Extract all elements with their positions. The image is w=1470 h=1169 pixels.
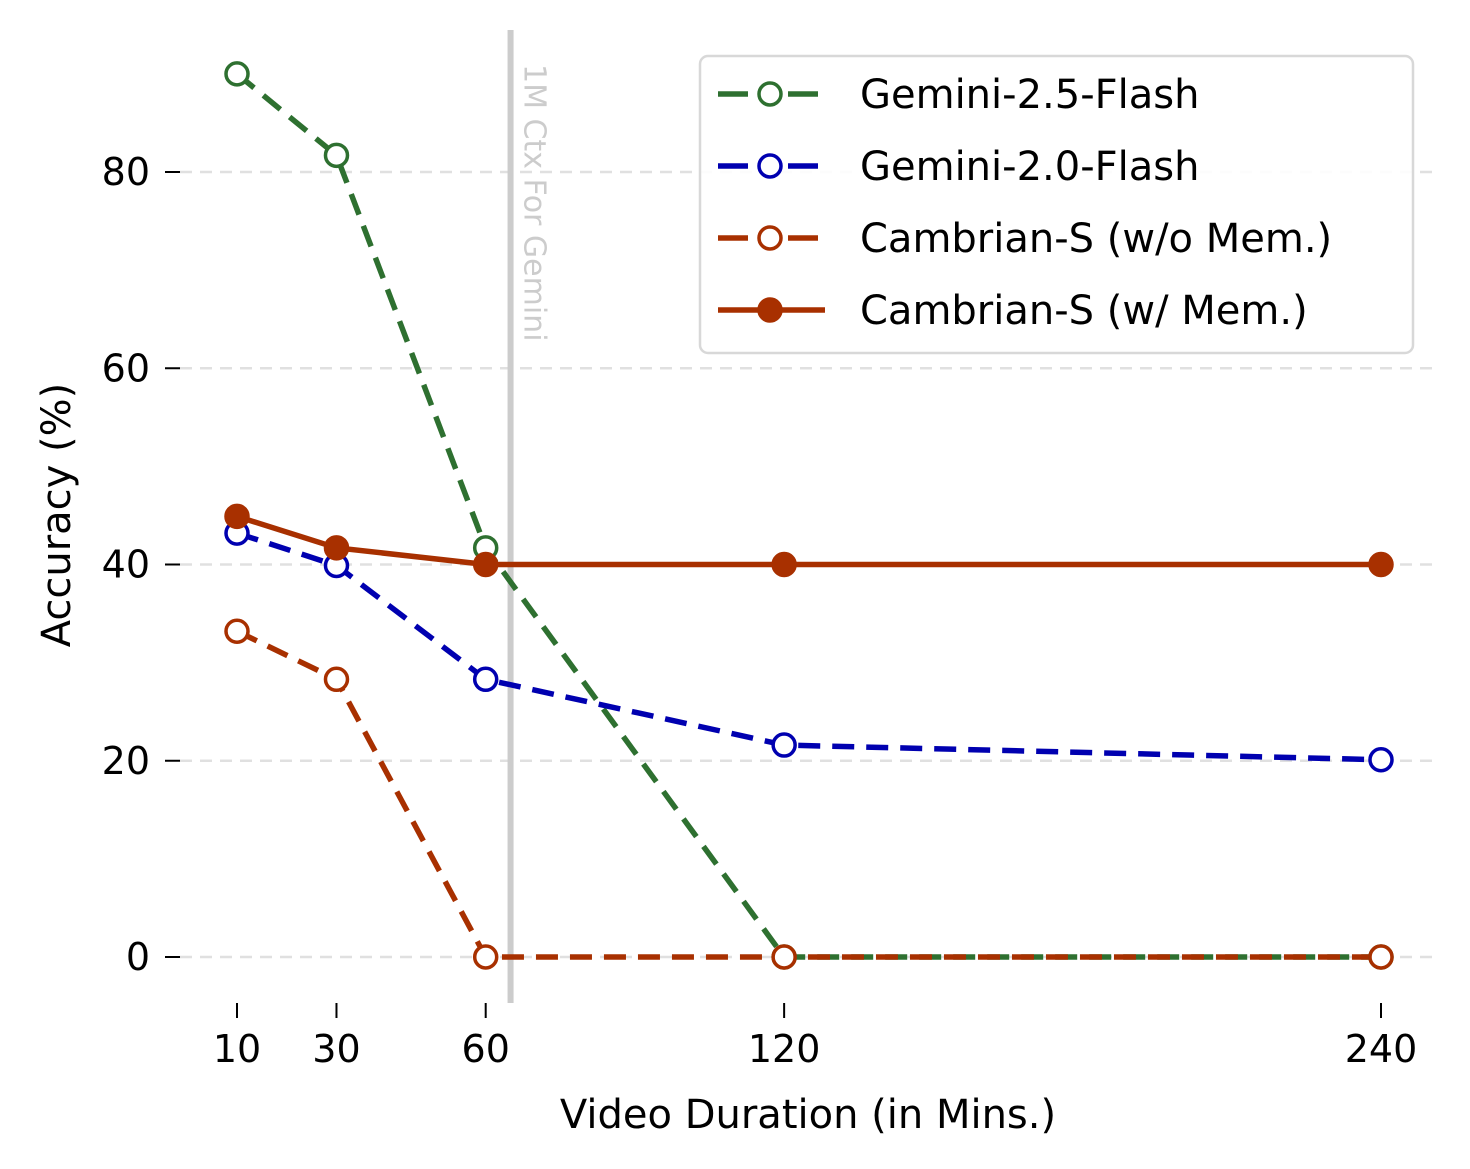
legend-marker: [757, 81, 783, 107]
series-line-3: [236, 513, 1381, 568]
x-axis-label: Video Duration (in Mins.): [560, 1092, 1056, 1138]
legend-marker: [757, 225, 783, 251]
data-point: [224, 61, 250, 87]
data-point: [323, 666, 350, 693]
y-tick-label: 0: [126, 935, 150, 979]
data-point: [771, 944, 797, 970]
legend-marker: [757, 297, 783, 323]
data-point: [1368, 944, 1394, 970]
data-point: [1368, 551, 1394, 578]
data-point: [771, 551, 797, 578]
x-tick-label: 30: [312, 1027, 360, 1071]
x-tick-label: 120: [748, 1027, 821, 1071]
data-point: [224, 618, 250, 644]
y-tick-label: 20: [102, 739, 150, 783]
legend-marker: [757, 153, 783, 179]
y-tick-label: 60: [102, 346, 150, 390]
data-point: [323, 535, 350, 561]
legend: Gemini-2.5-Flash Gemini-2.0-Flash Cambrian…: [698, 54, 1415, 355]
context-limit-label: 1M Ctx For Gemini: [517, 64, 552, 342]
legend-label: Gemini-2.5-Flash: [860, 72, 1199, 118]
legend-label: Cambrian-S (w/o Mem.): [860, 216, 1332, 262]
legend-label: Cambrian-S (w/ Mem.): [860, 288, 1308, 334]
y-tick-label: 80: [102, 150, 150, 194]
data-point: [1368, 747, 1394, 773]
y-tick-label: 40: [102, 543, 150, 587]
y-axis-label: Accuracy (%): [34, 383, 80, 648]
data-point: [472, 551, 499, 578]
data-point: [472, 944, 499, 970]
legend-box: [698, 54, 1415, 355]
x-tick-label: 60: [462, 1027, 510, 1071]
data-point: [224, 503, 250, 530]
x-tick-label: 10: [213, 1027, 261, 1071]
series-line-2: [235, 628, 1381, 960]
data-point: [771, 732, 797, 758]
legend-label: Gemini-2.0-Flash: [860, 144, 1199, 190]
data-point: [472, 666, 499, 693]
x-tick-label: 240: [1345, 1027, 1418, 1071]
data-point: [323, 142, 350, 169]
